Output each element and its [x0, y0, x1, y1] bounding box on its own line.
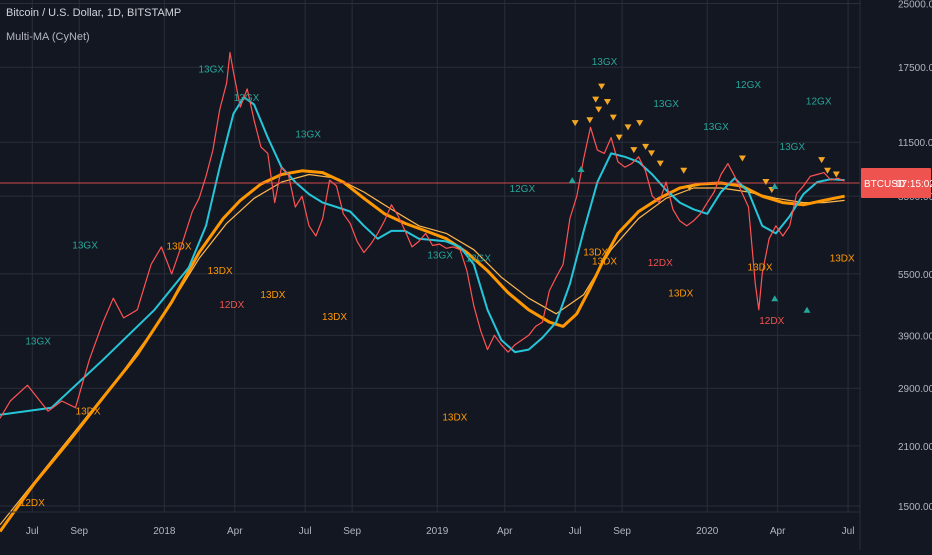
y-tick-label: 2100.00: [898, 442, 932, 453]
death-cross-label: 13DX: [76, 407, 101, 418]
x-tick-label: Sep: [613, 526, 631, 537]
price-tag-box: [861, 168, 931, 199]
death-cross-label: 13DX: [208, 266, 233, 277]
x-tick-label: Apr: [770, 526, 786, 537]
golden-cross-label: 13GX: [427, 250, 453, 261]
sell-arrow-icon: [818, 157, 826, 164]
death-cross-label: 12DX: [759, 316, 784, 327]
golden-cross-label: 13GX: [72, 240, 98, 251]
sell-arrow-icon: [636, 120, 644, 127]
golden-cross-label: 13GX: [703, 122, 729, 133]
golden-cross-label: 13GX: [592, 57, 618, 68]
sell-arrow-icon: [630, 147, 638, 154]
y-tick-label: 5500.00: [898, 270, 932, 281]
golden-cross-label: 13GX: [653, 99, 679, 110]
death-cross-label: 13DX: [748, 263, 773, 274]
golden-cross-label: 13GX: [198, 64, 224, 75]
sell-arrow-icon: [642, 143, 650, 150]
x-tick-label: 2019: [426, 526, 449, 537]
golden-cross-label: 12GX: [736, 80, 762, 91]
sell-arrow-icon: [598, 83, 606, 90]
golden-cross-label: 13GX: [25, 337, 51, 348]
golden-cross-label: 13GX: [234, 93, 260, 104]
y-tick-label: 2900.00: [898, 384, 932, 395]
x-tick-label: Jul: [842, 526, 855, 537]
symbol-title: Bitcoin / U.S. Dollar, 1D, BITSTAMP: [6, 7, 182, 19]
golden-cross-label: 13GX: [295, 130, 321, 141]
sell-arrow-icon: [592, 96, 600, 103]
y-tick-label: 17500.00: [898, 63, 932, 74]
sell-arrow-icon: [615, 134, 623, 141]
sell-arrow-icon: [609, 114, 617, 121]
death-cross-label: 13DX: [442, 413, 467, 424]
buy-arrow-icon: [771, 295, 779, 302]
golden-cross-label: 12GX: [806, 97, 832, 108]
buy-arrow-icon: [577, 165, 585, 172]
sell-arrow-icon: [624, 124, 632, 131]
y-tick-label: 3900.00: [898, 331, 932, 342]
sell-arrow-icon: [832, 171, 840, 178]
y-tick-label: 1500.00: [898, 502, 932, 513]
x-tick-label: 2018: [153, 526, 176, 537]
x-tick-label: 2020: [696, 526, 719, 537]
y-tick-label: 25000.00: [898, 0, 932, 11]
sell-arrow-icon: [595, 106, 603, 113]
sell-arrow-icon: [824, 167, 832, 174]
death-cross-label: 13DX: [322, 312, 347, 323]
death-cross-label: 12DX: [219, 300, 244, 311]
death-cross-label: 13DX: [668, 288, 693, 299]
buy-arrow-icon: [568, 177, 576, 184]
death-cross-label: 12DX: [648, 258, 673, 269]
x-tick-label: Sep: [343, 526, 361, 537]
golden-cross-label: 12GX: [510, 184, 536, 195]
indicator-title: Multi-MA (CyNet): [6, 31, 90, 43]
golden-cross-label: 13GX: [466, 253, 492, 264]
price-tag-countdown: 07:15:02: [896, 179, 932, 190]
x-tick-label: Apr: [227, 526, 243, 537]
sell-arrow-icon: [686, 184, 694, 191]
x-tick-label: Apr: [497, 526, 513, 537]
death-cross-label: 13DX: [166, 242, 191, 253]
sell-arrow-icon: [586, 117, 594, 124]
buy-arrow-icon: [771, 182, 779, 189]
sell-arrow-icon: [656, 160, 664, 167]
chart-header: Bitcoin / U.S. Dollar, 1D, BITSTAMP Mult…: [6, 6, 181, 44]
sell-arrow-icon: [738, 155, 746, 162]
sell-arrow-icon: [762, 179, 770, 186]
death-cross-label: 13DX: [830, 253, 855, 264]
x-tick-label: Jul: [26, 526, 39, 537]
x-tick-label: Jul: [299, 526, 312, 537]
y-tick-label: 11500.00: [898, 138, 932, 149]
sell-arrow-icon: [603, 99, 611, 106]
death-cross-label: 13DX: [583, 247, 608, 258]
sell-arrow-icon: [647, 150, 655, 157]
price-line: [0, 51, 845, 419]
death-cross-label: 12DX: [20, 498, 45, 509]
buy-arrow-icon: [803, 306, 811, 313]
price-axis-panel: [860, 0, 932, 550]
death-cross-label: 13DX: [260, 290, 285, 301]
price-tag-symbol: BTCUSD: [864, 179, 905, 190]
x-tick-label: Jul: [569, 526, 582, 537]
sell-arrow-icon: [680, 167, 688, 174]
x-tick-label: Sep: [70, 526, 88, 537]
death-cross-label: 13DX: [592, 256, 617, 267]
sell-arrow-icon: [571, 120, 579, 127]
golden-cross-label: 13GX: [780, 142, 806, 153]
